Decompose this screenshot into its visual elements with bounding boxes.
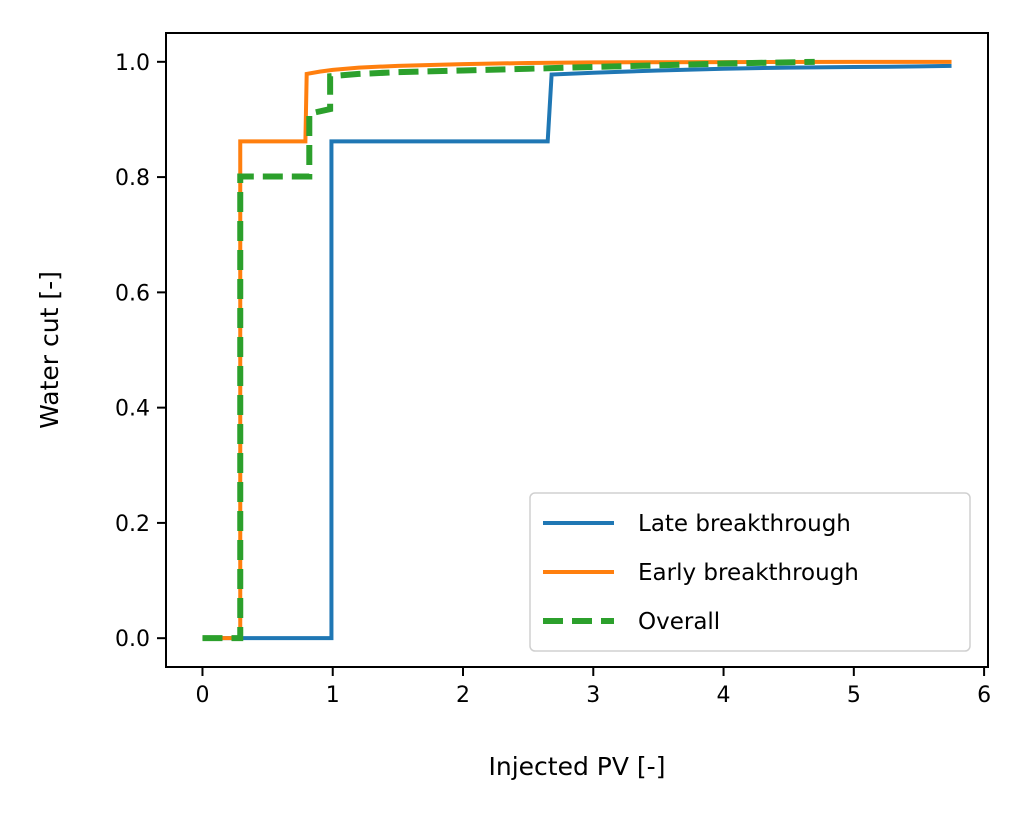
y-tick-label: 0.2	[115, 512, 150, 537]
x-tick-label: 0	[195, 683, 209, 708]
plot-frame	[165, 32, 989, 668]
legend-label-3: Overall	[638, 609, 720, 635]
x-tick-label: 3	[586, 683, 600, 708]
y-axis-label: Water cut [-]	[35, 271, 64, 429]
x-tick-label: 1	[326, 683, 340, 708]
legend: Late breakthrough Early breakthrough Overa…	[529, 492, 971, 652]
x-axis-label: Injected PV [-]	[489, 752, 666, 781]
y-tick-label: 1.0	[115, 51, 150, 76]
y-tick-label: 0.0	[115, 627, 150, 652]
legend-label-2: Early breakthrough	[638, 560, 859, 586]
legend-label-1: Late breakthrough	[638, 511, 851, 537]
y-tick-label: 0.8	[115, 166, 150, 191]
y-tick-label: 0.6	[115, 281, 150, 306]
x-tick-label: 5	[847, 683, 861, 708]
series-line-1	[202, 63, 952, 641]
x-tick-label: 6	[977, 683, 991, 708]
x-axis-ticks: 0 1 2 3 4 5 6	[195, 667, 991, 708]
series-line-2	[202, 59, 952, 641]
y-axis-ticks: 0.0 0.2 0.4 0.6 0.8 1.0	[115, 51, 166, 652]
series-layer	[202, 58, 952, 642]
x-tick-label: 2	[456, 683, 470, 708]
series-line-3	[202, 58, 815, 642]
x-tick-label: 4	[717, 683, 731, 708]
y-tick-label: 0.4	[115, 397, 150, 422]
legend-box	[529, 492, 971, 652]
